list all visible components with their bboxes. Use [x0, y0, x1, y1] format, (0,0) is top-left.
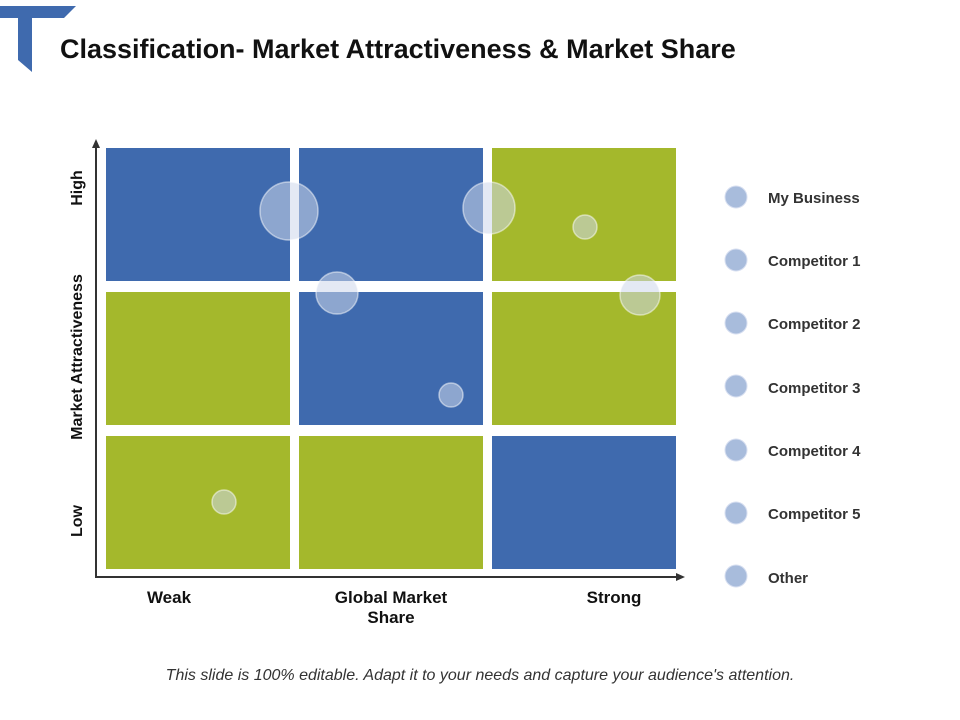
- bubble: [462, 181, 516, 235]
- cell: [299, 148, 483, 281]
- legend-marker: [724, 438, 748, 462]
- bubbles: [211, 181, 661, 515]
- legend-marker: [724, 185, 748, 209]
- legend-label: Other: [768, 570, 809, 587]
- bubble: [619, 274, 661, 316]
- legend-marker: [724, 248, 748, 272]
- legend-marker: [724, 374, 748, 398]
- legend-marker: [724, 564, 748, 588]
- y-high: High: [69, 170, 86, 206]
- bubble: [315, 271, 359, 315]
- legend-label: Competitor 5: [768, 506, 861, 523]
- x-strong: Strong: [586, 588, 642, 607]
- cell: [106, 148, 290, 281]
- title: Classification- Market Attractiveness & …: [60, 34, 736, 64]
- x-axis-label: Global Market Share: [334, 588, 448, 627]
- cell: [299, 436, 483, 569]
- bubble: [572, 214, 598, 240]
- cell: [106, 292, 290, 425]
- bubble: [259, 181, 319, 241]
- legend-label: Competitor 4: [768, 443, 861, 460]
- legend-marker: [724, 311, 748, 335]
- y-axis-label: Market Attractiveness: [69, 274, 86, 440]
- y-low: Low: [69, 504, 86, 537]
- corner-decoration: [0, 6, 76, 72]
- cell: [492, 436, 676, 569]
- footer: This slide is 100% editable. Adapt it to…: [165, 667, 795, 684]
- legend-label: Competitor 2: [768, 316, 861, 333]
- bubble: [438, 382, 464, 408]
- axes: [92, 139, 685, 581]
- legend-marker: [724, 501, 748, 525]
- x-arrow: [676, 573, 685, 581]
- x-weak: Weak: [146, 588, 192, 607]
- legend-label: Competitor 1: [768, 253, 861, 270]
- bubble: [211, 489, 237, 515]
- y-arrow: [92, 139, 100, 148]
- legend-markers: [724, 185, 748, 588]
- cell: [106, 436, 290, 569]
- grid-cells: [106, 148, 676, 569]
- legend-label: My Business: [768, 190, 860, 207]
- legend-label: Competitor 3: [768, 380, 861, 397]
